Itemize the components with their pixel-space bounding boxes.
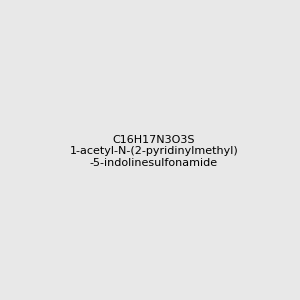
Text: C16H17N3O3S
1-acetyl-N-(2-pyridinylmethyl)
-5-indolinesulfonamide: C16H17N3O3S 1-acetyl-N-(2-pyridinylmethy… — [69, 135, 238, 168]
